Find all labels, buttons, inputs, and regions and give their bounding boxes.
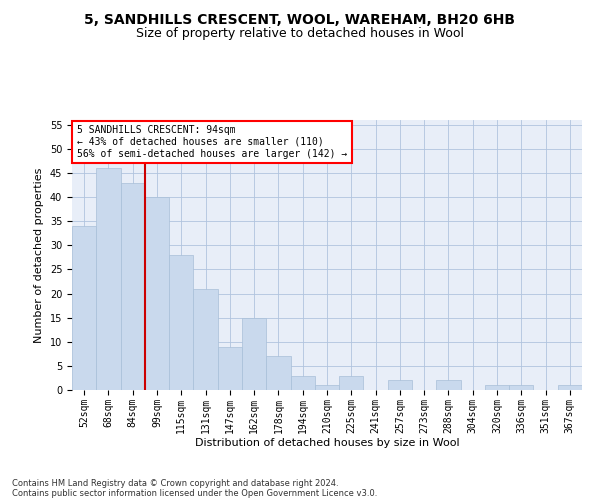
Bar [485,385,509,390]
Bar [72,226,96,390]
X-axis label: Distribution of detached houses by size in Wool: Distribution of detached houses by size … [194,438,460,448]
Text: Contains public sector information licensed under the Open Government Licence v3: Contains public sector information licen… [12,488,377,498]
Bar [339,376,364,390]
Bar [145,197,169,390]
Bar [509,385,533,390]
Text: 5 SANDHILLS CRESCENT: 94sqm
← 43% of detached houses are smaller (110)
56% of se: 5 SANDHILLS CRESCENT: 94sqm ← 43% of det… [77,126,347,158]
Text: 5, SANDHILLS CRESCENT, WOOL, WAREHAM, BH20 6HB: 5, SANDHILLS CRESCENT, WOOL, WAREHAM, BH… [85,12,515,26]
Bar [266,356,290,390]
Bar [388,380,412,390]
Bar [193,289,218,390]
Bar [558,385,582,390]
Y-axis label: Number of detached properties: Number of detached properties [34,168,44,342]
Text: Size of property relative to detached houses in Wool: Size of property relative to detached ho… [136,28,464,40]
Bar [169,255,193,390]
Bar [121,182,145,390]
Bar [218,346,242,390]
Bar [242,318,266,390]
Bar [315,385,339,390]
Text: Contains HM Land Registry data © Crown copyright and database right 2024.: Contains HM Land Registry data © Crown c… [12,478,338,488]
Bar [436,380,461,390]
Bar [96,168,121,390]
Bar [290,376,315,390]
